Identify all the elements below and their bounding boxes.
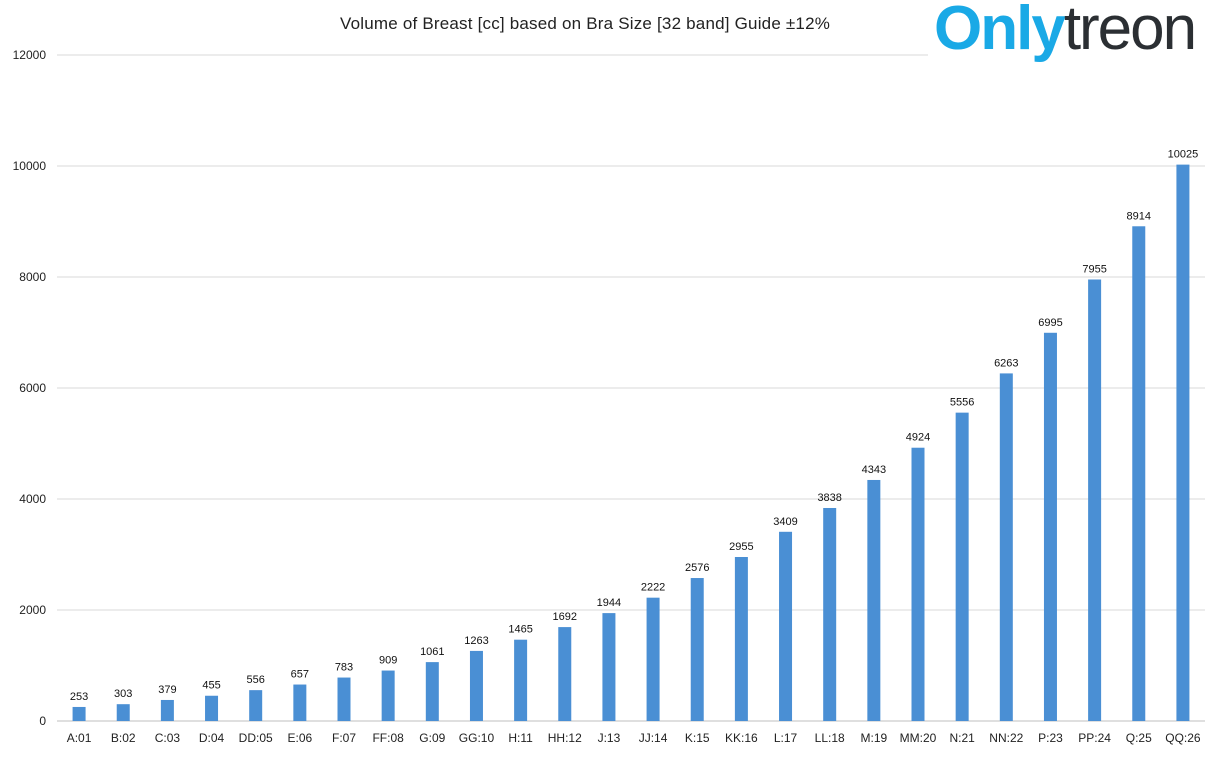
data-label: 1061: [420, 646, 444, 658]
bar: [867, 479, 881, 721]
bar: [1132, 226, 1146, 721]
x-tick-label: GG:10: [459, 731, 495, 745]
x-tick-label: C:03: [155, 731, 181, 745]
bar: [734, 556, 748, 721]
x-tick-label: KK:16: [725, 731, 758, 745]
data-label: 909: [379, 655, 397, 667]
bar: [1088, 279, 1102, 721]
bar: [160, 699, 174, 721]
data-label: 3838: [817, 492, 841, 504]
x-tick-label: L:17: [774, 731, 798, 745]
data-label: 10025: [1168, 149, 1199, 161]
x-tick-label: D:04: [199, 731, 225, 745]
x-tick-label: NN:22: [989, 731, 1023, 745]
y-tick-label: 6000: [19, 381, 46, 395]
data-label: 1465: [508, 624, 532, 636]
x-tick-label: JJ:14: [639, 731, 668, 745]
x-tick-label: MM:20: [900, 731, 937, 745]
data-label: 379: [158, 684, 176, 696]
x-tick-label: N:21: [949, 731, 975, 745]
x-tick-label: QQ:26: [1165, 731, 1201, 745]
data-label: 4343: [862, 464, 886, 476]
y-tick-label: 2000: [19, 603, 46, 617]
chart-title: Volume of Breast [cc] based on Bra Size …: [340, 14, 831, 33]
x-tick-label: J:13: [598, 731, 621, 745]
bar: [249, 690, 263, 721]
x-tick-label: DD:05: [239, 731, 273, 745]
data-label: 4924: [906, 432, 930, 444]
y-tick-label: 10000: [13, 159, 47, 173]
x-tick-label: F:07: [332, 731, 356, 745]
data-label: 5556: [950, 397, 974, 409]
y-tick-label: 8000: [19, 270, 46, 284]
bar: [514, 639, 528, 721]
x-tick-label: K:15: [685, 731, 710, 745]
bar: [469, 650, 483, 721]
data-label: 2955: [729, 541, 753, 553]
data-label: 6263: [994, 357, 1018, 369]
data-label: 253: [70, 691, 88, 703]
x-tick-label: HH:12: [548, 731, 582, 745]
y-tick-label: 4000: [19, 492, 46, 506]
bar: [425, 662, 439, 721]
x-tick-label: G:09: [419, 731, 445, 745]
bar: [337, 677, 351, 721]
watermark-part-2: treon: [1063, 0, 1197, 63]
bar: [779, 531, 793, 721]
data-label: 303: [114, 688, 132, 700]
data-label: 1692: [553, 611, 577, 623]
x-tick-label: E:06: [288, 731, 313, 745]
data-label: 6995: [1038, 317, 1062, 329]
bar: [558, 627, 572, 721]
x-tick-label: H:11: [508, 731, 533, 745]
bar: [646, 597, 660, 721]
bar: [955, 412, 969, 721]
bar: [72, 706, 86, 721]
data-label: 2222: [641, 582, 665, 594]
data-label: 3409: [773, 516, 797, 528]
data-label: 2576: [685, 562, 709, 574]
bar: [293, 684, 307, 721]
data-label: 8914: [1127, 210, 1151, 222]
bar: [381, 670, 395, 721]
data-label: 455: [202, 680, 220, 692]
x-tick-label: M:19: [861, 731, 888, 745]
x-tick-label: PP:24: [1078, 731, 1111, 745]
x-tick-label: FF:08: [372, 731, 404, 745]
bar: [823, 507, 837, 721]
data-label: 783: [335, 662, 353, 674]
data-label: 657: [291, 669, 309, 681]
bar: [116, 704, 130, 721]
x-tick-label: P:23: [1038, 731, 1063, 745]
bar: [999, 373, 1013, 721]
x-tick-label: A:01: [67, 731, 92, 745]
bar: [1176, 164, 1190, 722]
bar: [602, 613, 616, 721]
data-label: 1263: [464, 635, 488, 647]
watermark-logo: Onlytreon: [928, 0, 1216, 64]
x-tick-label: LL:18: [815, 731, 845, 745]
y-tick-label: 0: [39, 714, 46, 728]
x-tick-label: Q:25: [1126, 731, 1152, 745]
data-label: 7955: [1082, 263, 1106, 275]
watermark-part-1: Only: [934, 0, 1066, 63]
bar: [205, 695, 219, 721]
y-tick-label: 12000: [13, 48, 47, 62]
bar: [690, 578, 704, 721]
data-label: 556: [247, 674, 265, 686]
bar: [1043, 332, 1057, 721]
x-tick-label: B:02: [111, 731, 136, 745]
data-label: 1944: [597, 597, 621, 609]
bar: [911, 447, 925, 721]
